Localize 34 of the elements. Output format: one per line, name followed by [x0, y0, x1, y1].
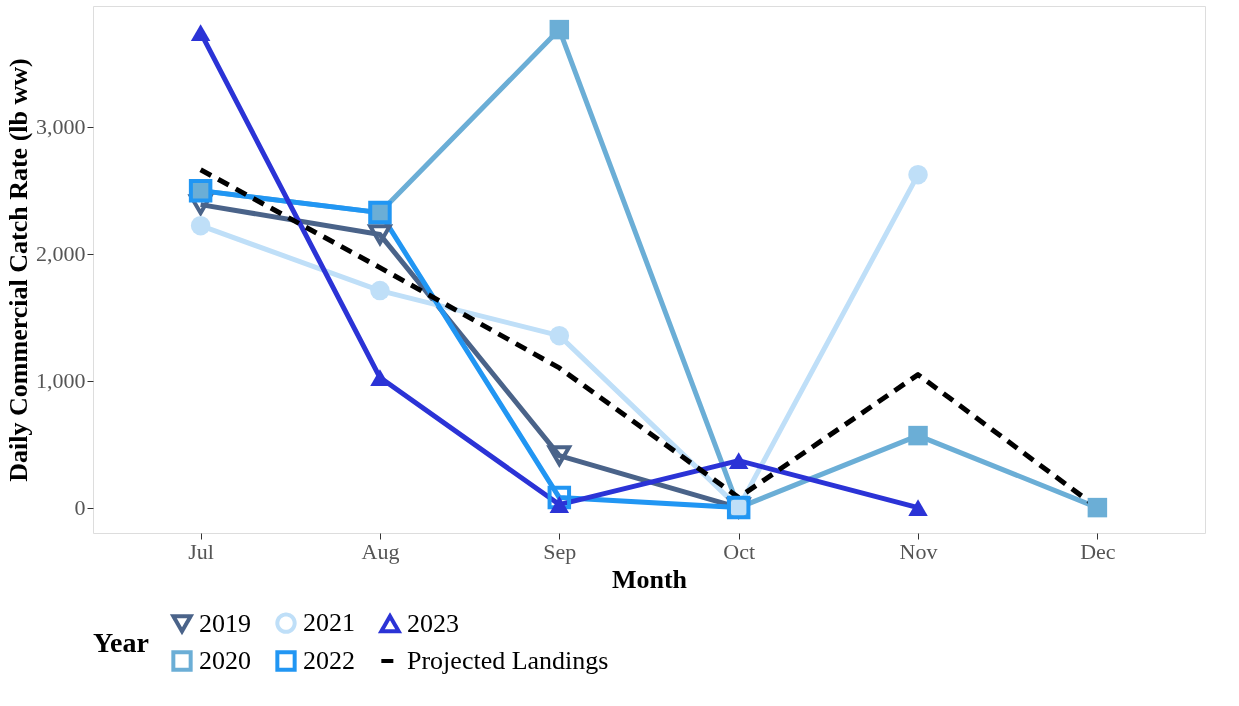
legend-title: Year	[93, 627, 149, 658]
point	[728, 452, 749, 470]
point	[549, 325, 570, 346]
legend-label: 2022	[303, 646, 355, 675]
point	[190, 215, 211, 236]
point	[908, 499, 928, 517]
point	[190, 24, 211, 42]
point	[1087, 497, 1108, 518]
point	[370, 369, 390, 387]
x-tick-label: Jul	[188, 538, 214, 564]
x-tick-label: Dec	[1080, 538, 1116, 564]
x-axis-title: Month	[611, 564, 688, 594]
legend-label: 2021	[303, 608, 355, 638]
legend-label: 2020	[199, 646, 251, 675]
y-tick-label: 2,000	[36, 241, 86, 267]
point	[908, 425, 928, 446]
legend-label: 2023	[407, 608, 459, 638]
x-tick-label: Oct	[723, 538, 756, 564]
y-axis-title: Daily Commercial Catch Rate (lb ww)	[4, 58, 33, 482]
x-tick-label: Sep	[543, 538, 577, 564]
x-tick-label: Nov	[899, 538, 938, 564]
point	[547, 485, 572, 510]
legend-label: 2019	[199, 608, 251, 638]
x-tick-label: Aug	[361, 538, 400, 564]
legend-label: Projected Landings	[407, 646, 609, 675]
point	[370, 280, 390, 301]
y-tick-label: 1,000	[36, 368, 86, 394]
point	[549, 496, 570, 513]
point	[368, 224, 392, 246]
point	[908, 164, 928, 185]
y-tick-label: 3,000	[36, 114, 86, 140]
point	[547, 445, 572, 467]
point	[549, 19, 570, 40]
y-tick-label: 0	[74, 495, 86, 521]
